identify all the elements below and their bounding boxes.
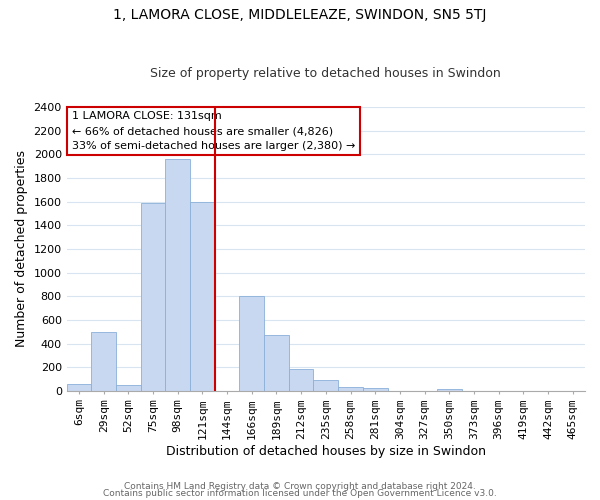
Title: Size of property relative to detached houses in Swindon: Size of property relative to detached ho… xyxy=(151,66,501,80)
Text: Contains public sector information licensed under the Open Government Licence v3: Contains public sector information licen… xyxy=(103,490,497,498)
Bar xyxy=(166,159,190,391)
Bar xyxy=(363,388,388,391)
Bar xyxy=(313,380,338,391)
Bar xyxy=(239,296,264,391)
Bar xyxy=(338,388,363,391)
X-axis label: Distribution of detached houses by size in Swindon: Distribution of detached houses by size … xyxy=(166,444,486,458)
Bar xyxy=(141,203,166,391)
Bar xyxy=(437,388,461,391)
Bar xyxy=(91,332,116,391)
Text: Contains HM Land Registry data © Crown copyright and database right 2024.: Contains HM Land Registry data © Crown c… xyxy=(124,482,476,491)
Bar xyxy=(289,369,313,391)
Bar xyxy=(67,384,91,391)
Text: 1 LAMORA CLOSE: 131sqm
← 66% of detached houses are smaller (4,826)
33% of semi-: 1 LAMORA CLOSE: 131sqm ← 66% of detached… xyxy=(72,112,355,151)
Text: 1, LAMORA CLOSE, MIDDLELEAZE, SWINDON, SN5 5TJ: 1, LAMORA CLOSE, MIDDLELEAZE, SWINDON, S… xyxy=(113,8,487,22)
Bar xyxy=(264,335,289,391)
Y-axis label: Number of detached properties: Number of detached properties xyxy=(15,150,28,348)
Bar xyxy=(190,202,215,391)
Bar xyxy=(116,385,141,391)
